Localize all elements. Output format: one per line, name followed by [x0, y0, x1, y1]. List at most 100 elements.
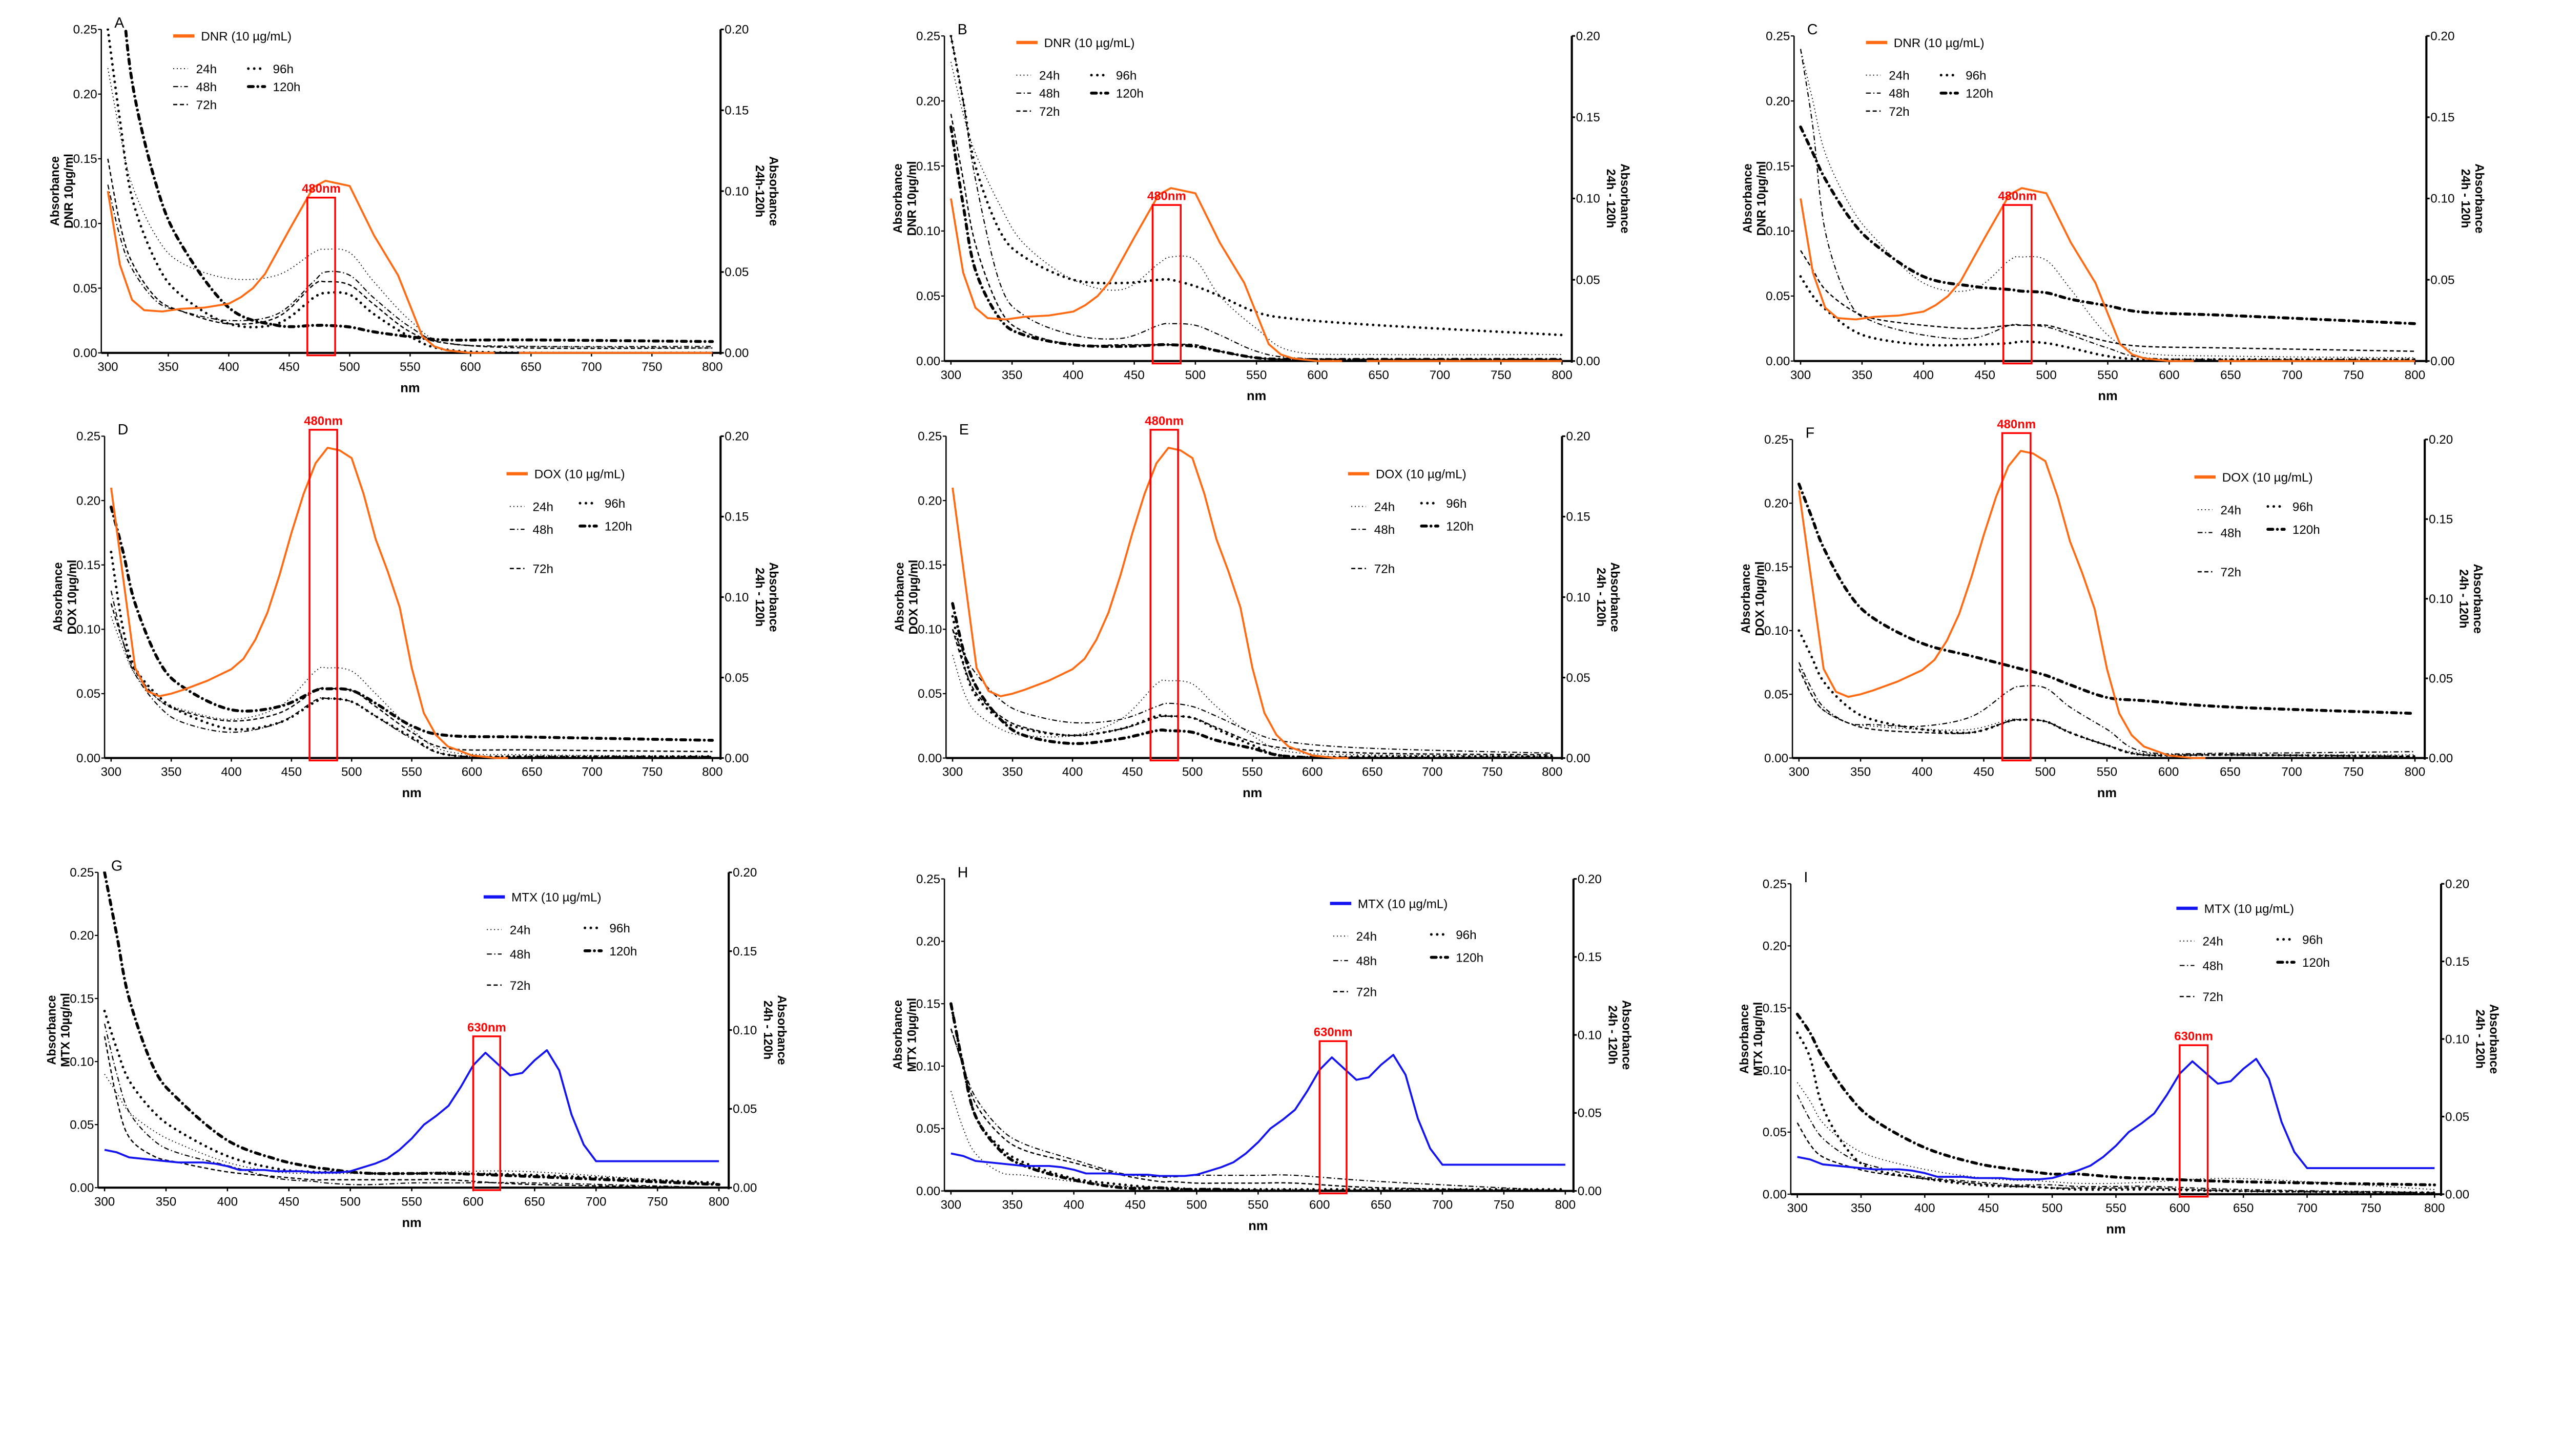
right-axis-title: Absorbance24h - 120h: [1604, 163, 1631, 233]
x-tick-label: 650: [2220, 765, 2240, 779]
right-axis-title-line: 24h-120h: [753, 165, 767, 217]
drug-spectrum-line: [1797, 1057, 2435, 1180]
left-axis-title-line: Absorbance: [45, 995, 58, 1065]
x-axis-title: nm: [402, 786, 421, 800]
right-tick-label: 0.20: [1566, 430, 1590, 444]
left-axis-title-line: Absorbance: [893, 562, 906, 632]
x-tick-label: 700: [1432, 1198, 1453, 1212]
legend-label-48h: 48h: [510, 948, 530, 962]
right-tick-label: 0.20: [725, 430, 749, 444]
highlight-label: 630nm: [1314, 1026, 1353, 1039]
left-tick-label: 0.20: [70, 929, 94, 943]
right-axis-title-line: Absorbance: [1618, 163, 1631, 233]
legend-label-120h: 120h: [1966, 87, 1993, 101]
legend-label-72h: 72h: [1889, 105, 1909, 119]
highlight-label: 480nm: [1997, 418, 2036, 431]
legend-label-24h: 24h: [510, 923, 530, 937]
x-tick-label: 700: [1430, 368, 1450, 382]
left-tick-label: 0.05: [76, 687, 100, 701]
left-axis-title-line: DNR 10µg/ml: [62, 154, 75, 228]
left-tick-label: 0.25: [918, 430, 942, 444]
panel-letter: I: [1804, 869, 1808, 886]
right-tick-label: 0.15: [2430, 111, 2454, 124]
x-tick-label: 500: [1186, 1198, 1207, 1212]
right-axis-title-line: Absorbance: [767, 562, 780, 632]
x-tick-label: 750: [1491, 368, 1511, 382]
x-tick-label: 300: [97, 360, 118, 374]
left-tick-label: 0.20: [76, 494, 100, 508]
x-tick-label: 700: [582, 765, 602, 779]
x-tick-label: 400: [1063, 368, 1083, 382]
drug-spectrum-line: [104, 1049, 719, 1174]
legend-drug-label: MTX (10 µg/mL): [1358, 897, 1448, 911]
left-axis-title-line: MTX 10µg/ml: [59, 993, 72, 1067]
panel-letter: H: [958, 864, 968, 881]
series-line-120h: [124, 28, 714, 343]
x-tick-label: 650: [1362, 765, 1382, 779]
right-tick-label: 0.15: [2445, 955, 2469, 969]
right-axis-title-line: 24h - 120h: [1595, 568, 1608, 627]
right-tick-label: 0.00: [2429, 752, 2453, 765]
series-line-48h: [950, 1028, 1565, 1192]
legend-label-72h: 72h: [2202, 990, 2223, 1004]
x-tick-label: 350: [161, 765, 181, 779]
highlight-label: 480nm: [304, 414, 343, 428]
left-tick-label: 0.15: [1766, 159, 1790, 173]
left-axis-title: AbsorbanceDOX 10µg/ml: [1739, 561, 1766, 636]
left-axis-title-line: Absorbance: [1741, 163, 1754, 233]
legend-drug-label: MTX (10 µg/mL): [511, 891, 601, 905]
right-tick-label: 0.15: [733, 945, 757, 959]
x-tick-label: 800: [1555, 1198, 1576, 1212]
left-tick-label: 0.00: [73, 346, 97, 360]
left-axis-title: AbsorbanceMTX 10µg/ml: [891, 998, 918, 1072]
x-tick-label: 300: [1789, 765, 1809, 779]
left-axis-title-line: MTX 10µg/ml: [905, 998, 918, 1072]
series-line-48h: [107, 184, 713, 347]
left-tick-label: 0.10: [916, 224, 940, 238]
legend-label-120h: 120h: [1116, 87, 1144, 101]
right-tick-label: 0.05: [1566, 671, 1590, 685]
series-line-120h: [109, 505, 714, 742]
x-tick-label: 500: [2036, 368, 2056, 382]
x-tick-label: 400: [218, 360, 239, 374]
left-axis-title: AbsorbanceDOX 10µg/ml: [51, 560, 78, 635]
right-tick-label: 0.10: [1576, 192, 1600, 206]
legend-label-48h: 48h: [2221, 526, 2241, 540]
legend-drug-label: DOX (10 µg/mL): [2222, 471, 2313, 485]
x-tick-label: 650: [1368, 368, 1389, 382]
right-axis-title: Absorbance24h-120h: [753, 156, 780, 226]
left-axis-title-line: Absorbance: [51, 562, 65, 632]
legend-label-120h: 120h: [609, 945, 637, 959]
x-axis-title: nm: [2098, 389, 2117, 403]
left-tick-label: 0.05: [73, 282, 97, 296]
x-tick-label: 600: [2159, 368, 2179, 382]
drug-spectrum-line: [951, 1054, 1565, 1177]
highlight-box: [1149, 429, 1179, 762]
legend-drug-label: DOX (10 µg/mL): [1376, 468, 1466, 482]
x-tick-label: 650: [524, 1195, 545, 1209]
series-line-120h: [1797, 482, 2416, 715]
right-axis-title-line: 24h - 120h: [2474, 1009, 2487, 1068]
left-tick-label: 0.05: [918, 687, 942, 701]
right-tick-label: 0.05: [725, 671, 749, 685]
x-tick-label: 800: [709, 1195, 729, 1209]
x-tick-label: 450: [1124, 368, 1144, 382]
legend-label-96h: 96h: [605, 497, 625, 511]
right-tick-label: 0.05: [1576, 273, 1600, 287]
right-tick-label: 0.10: [725, 591, 749, 605]
left-axis-title-line: DNR 10µg/ml: [905, 161, 918, 236]
left-tick-label: 0.20: [916, 94, 940, 108]
x-tick-label: 400: [217, 1195, 238, 1209]
legend-label-120h: 120h: [2302, 956, 2330, 970]
legend-label-48h: 48h: [1889, 87, 1909, 101]
x-tick-label: 650: [2233, 1201, 2254, 1215]
left-tick-label: 0.15: [916, 159, 940, 173]
uv-vis-spectra-figure: 0.00 0.05 0.10 0.15 0.20 0.25 0.00 0.05 0.10 0.15…: [45, 15, 2501, 1236]
legend-label-48h: 48h: [1039, 87, 1060, 101]
legend-label-24h: 24h: [1356, 930, 1377, 944]
legend-drug-label: DNR (10 µg/mL): [1894, 36, 1985, 50]
legend-label-72h: 72h: [1039, 105, 1060, 119]
left-tick-label: 0.25: [1763, 877, 1787, 891]
left-tick-label: 0.05: [916, 289, 940, 303]
panel-letter: A: [114, 15, 125, 31]
